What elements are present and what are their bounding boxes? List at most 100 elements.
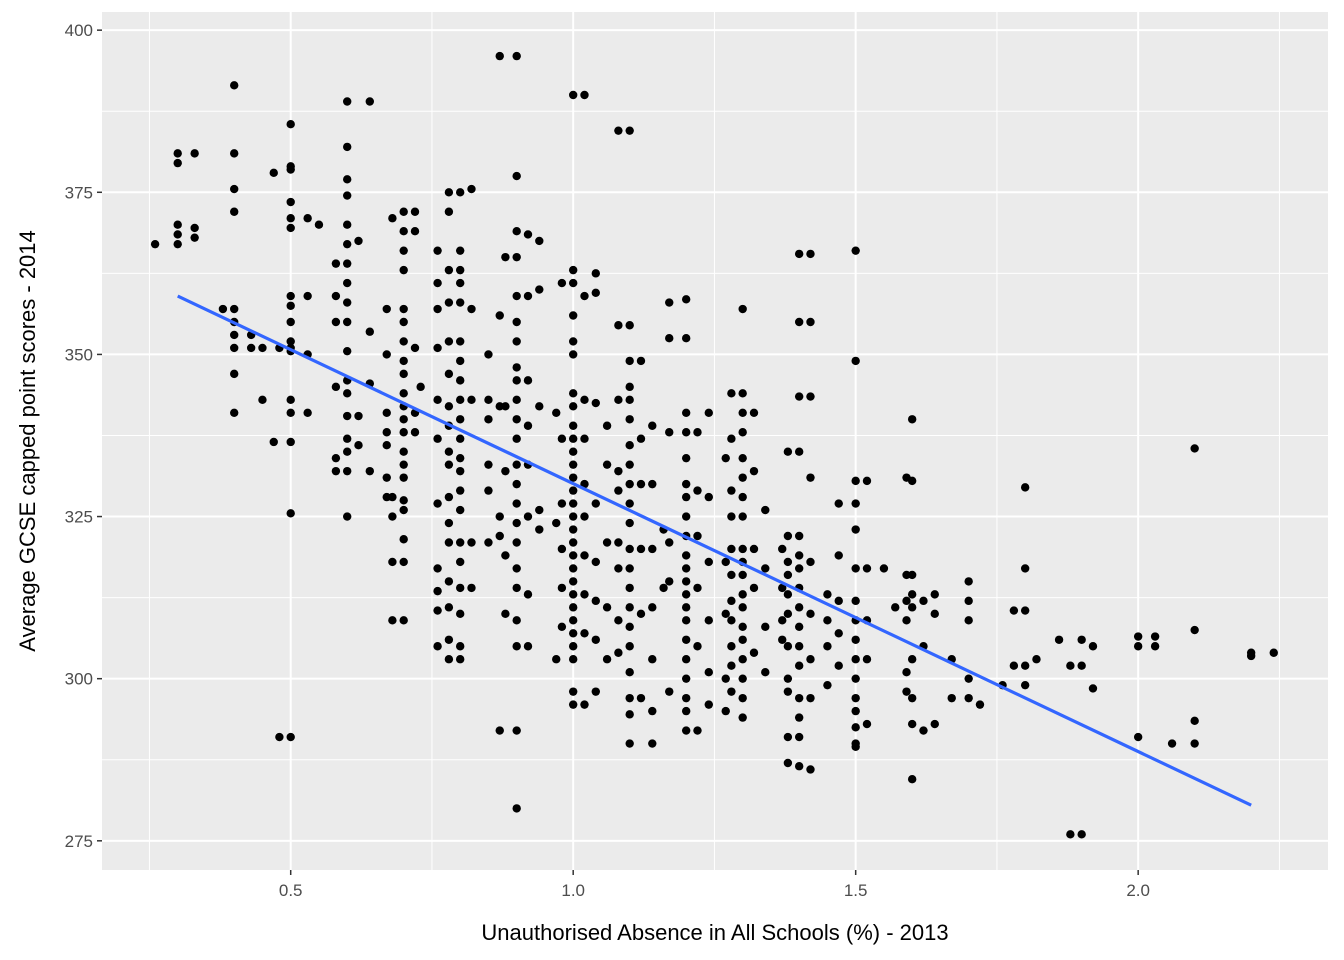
data-point [286,165,295,174]
data-point [794,317,804,327]
data-point [823,590,832,599]
data-point [1077,635,1086,644]
data-point [190,233,199,242]
data-point [681,492,691,502]
data-point [455,188,465,197]
data-point [738,544,747,554]
data-point [303,291,312,301]
data-point [665,577,674,586]
data-point [794,392,804,401]
data-point [501,609,510,619]
data-point [173,158,182,168]
data-point [399,428,408,437]
data-point [704,408,713,417]
data-point [331,291,341,301]
data-point [269,437,278,447]
data-point [738,492,747,502]
data-point [648,479,657,489]
data-point [399,447,408,456]
data-point [399,505,408,515]
data-point [455,538,465,547]
data-point [568,700,578,709]
data-point [190,223,199,233]
data-point [343,434,352,443]
data-point [614,466,623,476]
data-point [902,667,911,677]
data-point [704,557,713,567]
data-point [230,184,239,194]
data-point [721,453,730,463]
data-point [738,590,747,599]
data-point [433,278,442,288]
data-point [455,376,465,385]
y-axis-title: Average GCSE capped point scores - 2014 [15,230,40,652]
data-point [749,648,759,657]
data-point [512,227,521,236]
data-point [433,642,442,651]
data-point [1020,661,1030,670]
data-point [681,603,691,612]
data-point [681,453,691,463]
data-point [778,616,787,625]
data-point [557,278,567,288]
data-point [388,616,397,625]
data-point [410,207,420,216]
data-point [433,304,442,314]
data-point [614,486,623,495]
data-point [568,434,578,443]
data-point [727,642,736,651]
data-point [444,655,454,664]
data-point [354,236,363,246]
data-point [625,739,634,748]
data-point [286,301,295,310]
data-point [568,564,578,573]
data-point [495,726,504,735]
data-point [343,191,352,200]
data-point [907,570,917,580]
data-point [230,343,239,353]
data-point [783,557,793,567]
data-point [851,706,860,716]
data-point [783,590,793,599]
data-point [444,402,454,411]
x-axis-ticks: 0.5 1.0 1.5 2.0 [279,870,1150,900]
data-point [794,732,804,742]
data-point [512,479,521,489]
data-point [738,304,747,314]
data-point [1246,651,1256,661]
data-point [568,616,578,625]
data-point [557,434,567,443]
data-point [433,586,442,596]
data-point [794,551,804,560]
data-point [568,629,578,638]
y-axis-ticks: 275 300 325 350 375 400 [65,21,102,851]
data-point [343,512,352,521]
data-point [433,499,442,508]
data-point [535,505,544,515]
data-point [512,726,521,735]
data-point [580,551,589,560]
data-point [648,421,657,430]
data-point [444,265,454,275]
data-point [834,629,843,638]
data-point [568,460,578,469]
data-point [399,265,408,275]
data-point [535,285,544,294]
data-point [823,642,832,651]
data-point [891,603,900,612]
data-point [455,356,465,366]
data-point [783,447,793,456]
data-point [1133,632,1143,641]
data-point [314,220,324,229]
minor-gridlines [102,12,1328,870]
data-point [258,343,267,353]
data-point [761,622,770,632]
data-point [591,596,600,606]
data-point [150,239,160,249]
x-tick-label: 1.5 [844,881,868,900]
data-point [343,259,352,268]
data-point [738,693,747,703]
data-point [1190,739,1199,748]
data-point [365,327,374,336]
